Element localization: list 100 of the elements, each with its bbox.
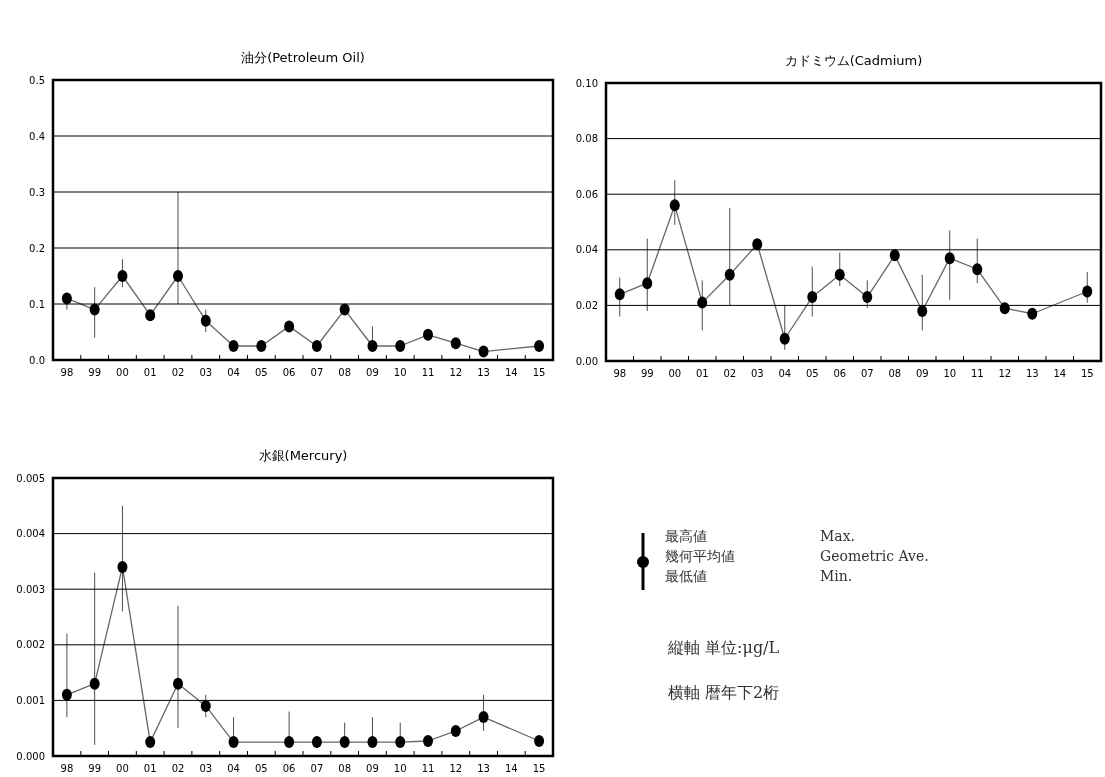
point <box>311 340 322 352</box>
x-tick-label: 02 <box>723 368 737 379</box>
point <box>807 291 818 304</box>
y-tick-label: 0.02 <box>575 299 598 311</box>
y-tick-label: 0.5 <box>29 74 45 86</box>
x-tick-label: 03 <box>750 368 764 379</box>
x-tick-label: 98 <box>60 367 74 378</box>
x-tick-label: 00 <box>668 368 682 379</box>
y-tick-label: 0.04 <box>575 244 598 256</box>
point <box>367 736 378 749</box>
point <box>395 340 406 352</box>
x-tick-label: 11 <box>970 368 984 379</box>
point <box>889 249 900 262</box>
x-tick-label: 01 <box>695 368 709 379</box>
y-tick-label: 0.1 <box>29 298 45 310</box>
x-tick-label: 12 <box>449 367 463 378</box>
x-tick-label: 05 <box>805 368 819 379</box>
x-tick-label: 99 <box>88 763 102 774</box>
x-tick-label: 04 <box>227 367 240 378</box>
point <box>367 340 378 352</box>
point <box>284 736 295 749</box>
y-tick-label: 0.3 <box>29 186 45 198</box>
text: Geometric Ave. <box>820 548 929 564</box>
y-tick-label: 0.005 <box>16 472 45 484</box>
point <box>117 560 128 573</box>
text: 縦軸 単位:μg/L <box>667 638 780 657</box>
point <box>642 277 653 290</box>
point <box>117 270 128 282</box>
point <box>61 688 72 701</box>
point <box>173 270 183 282</box>
point <box>200 314 211 327</box>
y-tick-label: 0.4 <box>29 130 45 142</box>
x-tick-label: 10 <box>393 763 407 774</box>
x-tick-label: 99 <box>88 367 102 378</box>
point <box>339 303 350 316</box>
point <box>724 268 735 281</box>
x-tick-label: 02 <box>171 367 185 378</box>
text: 横軸 暦年下2桁 <box>668 683 780 702</box>
point <box>89 677 100 690</box>
text: 最低値 <box>665 568 707 584</box>
y-tick-label: 0.004 <box>16 528 45 540</box>
point <box>450 337 461 350</box>
x-tick-label: 08 <box>338 763 352 774</box>
point <box>478 345 489 358</box>
point <box>972 263 983 276</box>
chart-title: カドミウム(Cadmium) <box>784 53 923 68</box>
point <box>423 734 433 747</box>
point <box>862 291 873 304</box>
point <box>311 736 322 749</box>
point <box>917 304 928 317</box>
point <box>228 340 239 352</box>
point <box>834 268 845 281</box>
x-tick-label: 14 <box>504 367 518 378</box>
point <box>173 677 183 690</box>
x-tick-label: 03 <box>199 367 213 378</box>
point <box>450 724 461 737</box>
x-tick-label: 98 <box>60 763 74 774</box>
x-tick-label: 04 <box>227 763 240 774</box>
x-tick-label: 09 <box>915 368 929 379</box>
point <box>423 328 433 341</box>
point <box>1082 285 1093 298</box>
y-tick-label: 0.002 <box>16 639 45 651</box>
point <box>944 252 955 265</box>
point <box>1027 307 1038 320</box>
x-tick-label: 04 <box>778 368 792 379</box>
x-tick-label: 00 <box>116 367 129 378</box>
x-tick-label: 15 <box>532 367 546 378</box>
x-tick-label: 06 <box>282 367 296 378</box>
point <box>534 340 545 352</box>
x-tick-label: 00 <box>116 763 129 774</box>
x-tick-label: 07 <box>310 763 324 774</box>
point <box>339 736 350 749</box>
text: Max. <box>820 528 856 544</box>
x-tick-label: 03 <box>199 763 213 774</box>
point <box>779 332 790 345</box>
x-tick-label: 15 <box>1080 368 1094 379</box>
point <box>228 736 239 749</box>
y-tick-label: 0.001 <box>16 694 45 706</box>
point <box>478 711 489 724</box>
x-tick-label: 07 <box>860 368 874 379</box>
x-tick-label: 05 <box>254 763 268 774</box>
point <box>614 288 625 301</box>
x-tick-label: 15 <box>532 763 546 774</box>
text: 幾何平均値 <box>665 548 735 564</box>
x-tick-label: 10 <box>943 368 957 379</box>
point <box>395 736 406 749</box>
y-tick-label: 0.0 <box>29 354 45 366</box>
x-tick-label: 08 <box>338 367 352 378</box>
point <box>534 734 545 747</box>
y-tick-label: 0.06 <box>575 188 598 200</box>
x-tick-label: 01 <box>143 367 157 378</box>
x-tick-label: 01 <box>143 763 157 774</box>
x-tick-label: 09 <box>366 763 379 774</box>
x-tick-label: 06 <box>833 368 847 379</box>
y-tick-label: 0.000 <box>16 750 45 762</box>
point <box>61 292 72 305</box>
point <box>145 736 156 749</box>
x-tick-label: 12 <box>998 368 1012 379</box>
x-tick-label: 06 <box>282 763 296 774</box>
point <box>284 320 295 333</box>
